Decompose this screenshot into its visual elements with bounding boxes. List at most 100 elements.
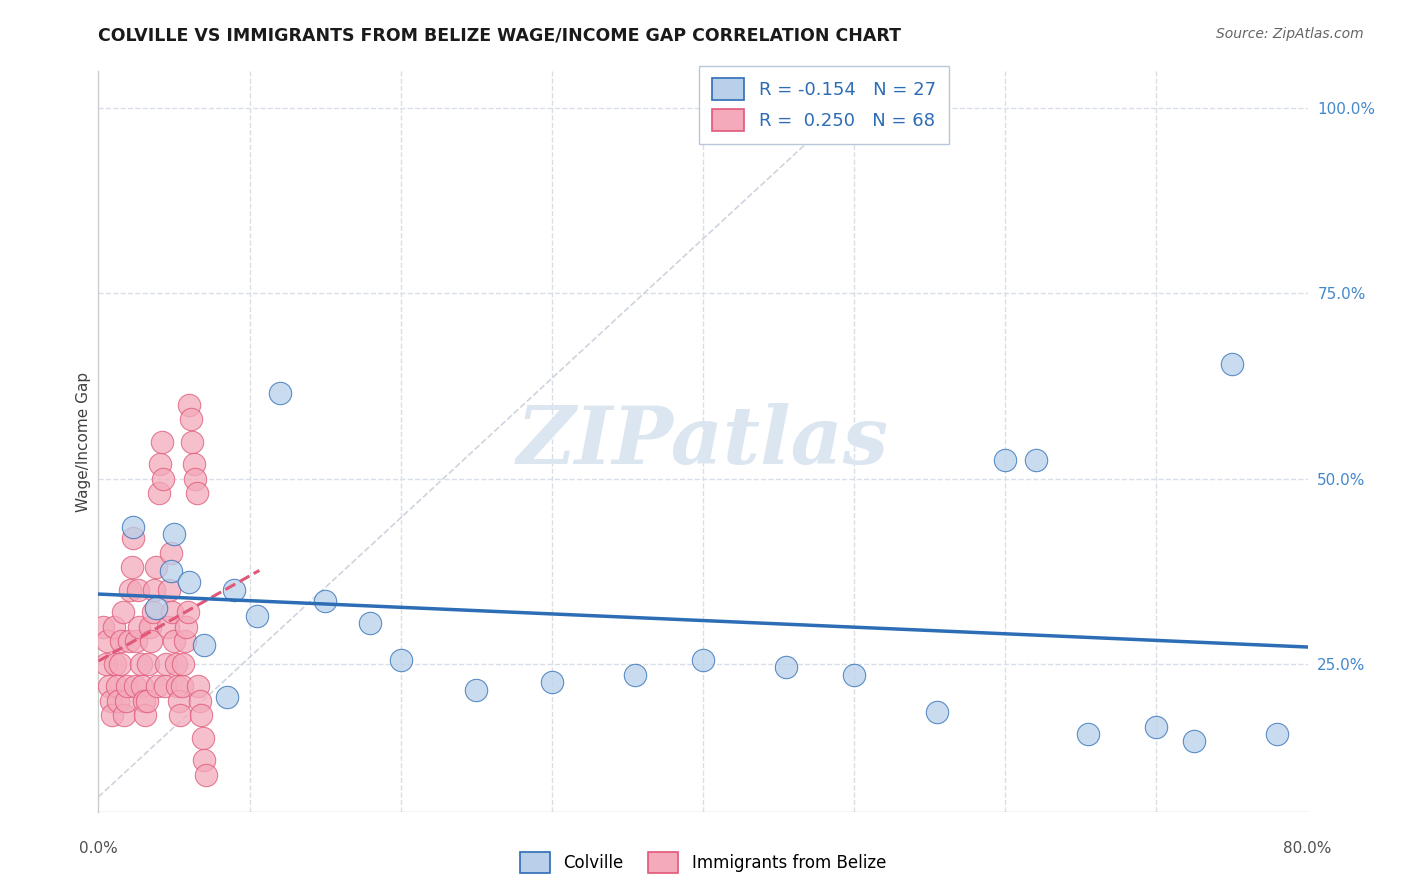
Point	[1267, 727, 1289, 741]
Point	[165, 657, 187, 671]
Point	[624, 667, 647, 681]
Text: 0.0%: 0.0%	[79, 841, 118, 856]
Point	[167, 694, 190, 708]
Point	[145, 601, 167, 615]
Point	[215, 690, 238, 704]
Point	[136, 657, 159, 671]
Point	[132, 694, 155, 708]
Point	[149, 457, 172, 471]
Point	[188, 694, 211, 708]
Point	[150, 434, 173, 449]
Point	[152, 471, 174, 485]
Point	[160, 564, 183, 578]
Point	[193, 638, 215, 652]
Point	[122, 531, 145, 545]
Text: COLVILLE VS IMMIGRANTS FROM BELIZE WAGE/INCOME GAP CORRELATION CHART: COLVILLE VS IMMIGRANTS FROM BELIZE WAGE/…	[98, 27, 901, 45]
Point	[120, 582, 142, 597]
Point	[183, 457, 205, 471]
Point	[187, 679, 209, 693]
Point	[162, 605, 184, 619]
Point	[118, 634, 141, 648]
Point	[184, 471, 207, 485]
Point	[180, 412, 202, 426]
Point	[122, 519, 145, 533]
Point	[134, 708, 156, 723]
Point	[314, 593, 336, 607]
Point	[141, 634, 163, 648]
Point	[128, 619, 150, 633]
Point	[145, 560, 167, 574]
Point	[98, 679, 121, 693]
Point	[110, 634, 132, 648]
Point	[105, 679, 128, 693]
Point	[389, 653, 412, 667]
Point	[775, 660, 797, 674]
Point	[108, 657, 131, 671]
Point	[153, 679, 176, 693]
Point	[104, 657, 127, 671]
Point	[143, 582, 166, 597]
Point	[159, 582, 181, 597]
Point	[540, 675, 562, 690]
Point	[246, 608, 269, 623]
Point	[146, 679, 169, 693]
Point	[124, 679, 146, 693]
Point	[224, 582, 246, 597]
Point	[103, 619, 125, 633]
Point	[101, 708, 124, 723]
Point	[91, 619, 114, 633]
Point	[111, 605, 134, 619]
Point	[360, 615, 382, 630]
Point	[1182, 734, 1205, 748]
Point	[193, 753, 215, 767]
Point	[844, 667, 866, 681]
Point	[269, 386, 291, 401]
Point	[163, 634, 186, 648]
Legend: Colville, Immigrants from Belize: Colville, Immigrants from Belize	[513, 846, 893, 880]
Point	[1144, 720, 1167, 734]
Point	[148, 486, 170, 500]
Point	[994, 453, 1017, 467]
Point	[186, 486, 208, 500]
Point	[107, 694, 129, 708]
Point	[96, 634, 118, 648]
Point	[155, 657, 177, 671]
Point	[1024, 453, 1046, 467]
Point	[170, 679, 193, 693]
Point	[181, 434, 204, 449]
Point	[129, 657, 152, 671]
Point	[139, 619, 162, 633]
Point	[692, 653, 714, 667]
Point	[173, 634, 195, 648]
Point	[156, 619, 179, 633]
Point	[142, 605, 165, 619]
Point	[194, 767, 217, 781]
Text: 80.0%: 80.0%	[1284, 841, 1331, 856]
Point	[127, 582, 149, 597]
Point	[927, 705, 949, 719]
Point	[179, 575, 201, 590]
Point	[190, 708, 212, 723]
Point	[125, 634, 148, 648]
Legend: R = -0.154   N = 27, R =  0.250   N = 68: R = -0.154 N = 27, R = 0.250 N = 68	[699, 66, 949, 144]
Point	[100, 694, 122, 708]
Point	[1077, 727, 1099, 741]
Point	[172, 657, 194, 671]
Point	[121, 560, 143, 574]
Point	[465, 682, 488, 697]
Point	[160, 545, 183, 560]
Point	[94, 657, 117, 671]
Point	[114, 694, 136, 708]
Point	[112, 708, 135, 723]
Y-axis label: Wage/Income Gap: Wage/Income Gap	[76, 371, 91, 512]
Point	[179, 398, 201, 412]
Point	[169, 708, 191, 723]
Point	[135, 694, 157, 708]
Point	[131, 679, 153, 693]
Text: Source: ZipAtlas.com: Source: ZipAtlas.com	[1216, 27, 1364, 41]
Point	[176, 605, 198, 619]
Point	[166, 679, 188, 693]
Point	[163, 527, 186, 541]
Point	[191, 731, 214, 745]
Point	[174, 619, 197, 633]
